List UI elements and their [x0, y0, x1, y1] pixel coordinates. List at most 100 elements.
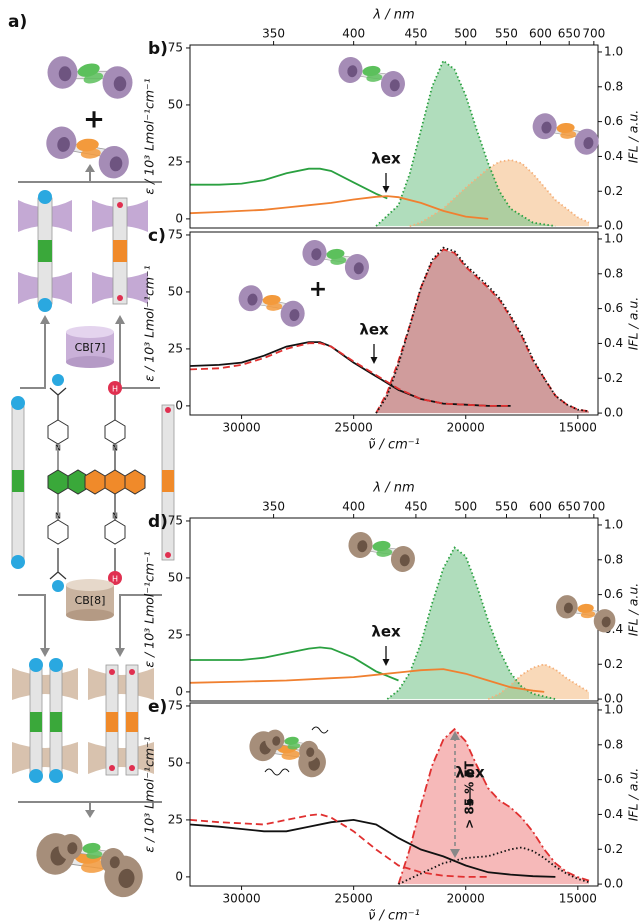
x2-tick-label: 650 — [558, 27, 581, 41]
cartoon — [336, 55, 408, 98]
x2-tick-label: 400 — [342, 27, 365, 41]
x2-tick-label: 600 — [529, 500, 552, 514]
y2-tick-label: 0.6 — [604, 301, 623, 315]
y2-tick-label: 0.8 — [604, 737, 623, 751]
y-tick-label: 0 — [175, 684, 183, 698]
x-tick-label: 20000 — [447, 421, 485, 435]
y-tick-label: 25 — [168, 154, 183, 168]
y-tick-label: 50 — [168, 570, 183, 584]
figure: a) + CB[7] — [0, 0, 644, 921]
y-tick-label: 25 — [168, 812, 183, 826]
y2-axis-label: IFL / a.u. — [626, 297, 641, 351]
y-tick-label: 75 — [168, 227, 183, 241]
y-tick-label: 25 — [168, 341, 183, 355]
excitation-arrowhead — [383, 186, 390, 193]
cb7-label: CB[7] — [75, 341, 106, 354]
y2-tick-label: 0.8 — [604, 552, 623, 566]
y2-axis-label: IFL / a.u. — [626, 768, 641, 822]
excitation-label: λex — [359, 321, 389, 339]
y-axis-label: ε / 10³ Lmol⁻¹cm⁻¹ — [142, 551, 157, 667]
y-tick-label: 0 — [175, 211, 183, 225]
atom-label: N — [55, 444, 61, 453]
x-tick-label: 25000 — [335, 892, 373, 906]
plus: + — [309, 277, 327, 302]
cartoon — [48, 56, 133, 99]
panel-label: c) — [148, 226, 166, 246]
y-tick-label: 50 — [168, 97, 183, 111]
x2-axis-label: λ / nm — [372, 481, 414, 496]
x-axis-label: ν̃ / cm⁻¹ — [368, 438, 420, 453]
atom-label: N — [112, 444, 118, 453]
arrowhead — [85, 810, 95, 818]
y2-tick-label: 0.2 — [604, 842, 623, 856]
excitation-label: λex — [371, 150, 401, 168]
panel-label: a) — [8, 12, 27, 32]
cartoon — [235, 283, 308, 328]
arrowhead — [40, 315, 125, 324]
cb7: CB[7] — [66, 326, 114, 368]
x2-tick-label: 500 — [454, 27, 477, 41]
x-tick-label: 30000 — [222, 421, 260, 435]
arrowhead — [85, 164, 95, 172]
y2-tick-label: 0.0 — [604, 877, 623, 891]
excitation-label: λex — [371, 623, 401, 641]
x2-tick-label: 350 — [262, 27, 285, 41]
y-tick-label: 75 — [168, 513, 183, 527]
x-tick-label: 20000 — [447, 892, 485, 906]
cartoon — [32, 831, 147, 900]
y2-tick-label: 0.2 — [604, 371, 623, 385]
y-tick-label: 50 — [168, 284, 183, 298]
page: a) + CB[7] — [0, 0, 644, 921]
x-tick-label: 15000 — [559, 892, 597, 906]
cb8: CB[8] — [66, 579, 114, 621]
cartoon — [300, 238, 372, 281]
complex-green — [12, 658, 78, 783]
y-tick-label: 50 — [168, 755, 183, 769]
y-tick-label: 75 — [168, 698, 183, 712]
y2-tick-label: 1.0 — [604, 517, 623, 531]
cb8-label: CB[8] — [75, 594, 106, 607]
y2-tick-label: 0.8 — [604, 266, 623, 280]
y2-tick-label: 0.2 — [604, 184, 623, 198]
y2-tick-label: 0.4 — [604, 336, 623, 350]
absorption-line — [190, 169, 387, 199]
y2-tick-label: 0.8 — [604, 79, 623, 93]
x2-tick-label: 350 — [262, 500, 285, 514]
panel-label: b) — [148, 39, 168, 59]
x2-axis-label: λ / nm — [372, 8, 414, 23]
x2-tick-label: 400 — [342, 500, 365, 514]
y-tick-label: 25 — [168, 627, 183, 641]
y2-tick-label: 0.6 — [604, 587, 623, 601]
atom-label: H — [112, 575, 118, 584]
x2-tick-label: 700 — [582, 27, 605, 41]
y2-tick-label: 1.0 — [604, 231, 623, 245]
y2-tick-label: 0.6 — [604, 114, 623, 128]
y2-tick-label: 0.6 — [604, 772, 623, 786]
x-axis-label: ν̃ / cm⁻¹ — [368, 909, 420, 921]
panel-label: e) — [148, 697, 167, 717]
y-tick-label: 75 — [168, 40, 183, 54]
y2-axis-label: IFL / a.u. — [626, 583, 641, 637]
cartoon — [529, 111, 602, 156]
y-axis-label: ε / 10³ Lmol⁻¹cm⁻¹ — [142, 736, 157, 852]
rotaxane-orange — [92, 198, 148, 304]
y2-tick-label: 0.4 — [604, 807, 623, 821]
x2-tick-label: 500 — [454, 500, 477, 514]
y2-tick-label: 1.0 — [604, 44, 623, 58]
panel-label: d) — [148, 512, 168, 532]
x2-tick-label: 450 — [404, 27, 427, 41]
atom-label: N — [55, 512, 61, 521]
y-axis-label: ε / 10³ Lmol⁻¹cm⁻¹ — [142, 265, 157, 381]
x2-tick-label: 550 — [495, 27, 518, 41]
ring-hole — [114, 76, 127, 91]
y-tick-label: 0 — [175, 869, 183, 883]
x2-tick-label: 450 — [404, 500, 427, 514]
y2-tick-label: 0.4 — [604, 149, 623, 163]
x-tick-label: 15000 — [559, 421, 597, 435]
fluorescence-area — [399, 729, 590, 884]
x-tick-label: 30000 — [222, 892, 260, 906]
arrowhead — [40, 648, 125, 657]
atom-label: N — [112, 512, 118, 521]
squiggle — [312, 727, 328, 733]
excitation-arrowhead — [383, 659, 390, 666]
